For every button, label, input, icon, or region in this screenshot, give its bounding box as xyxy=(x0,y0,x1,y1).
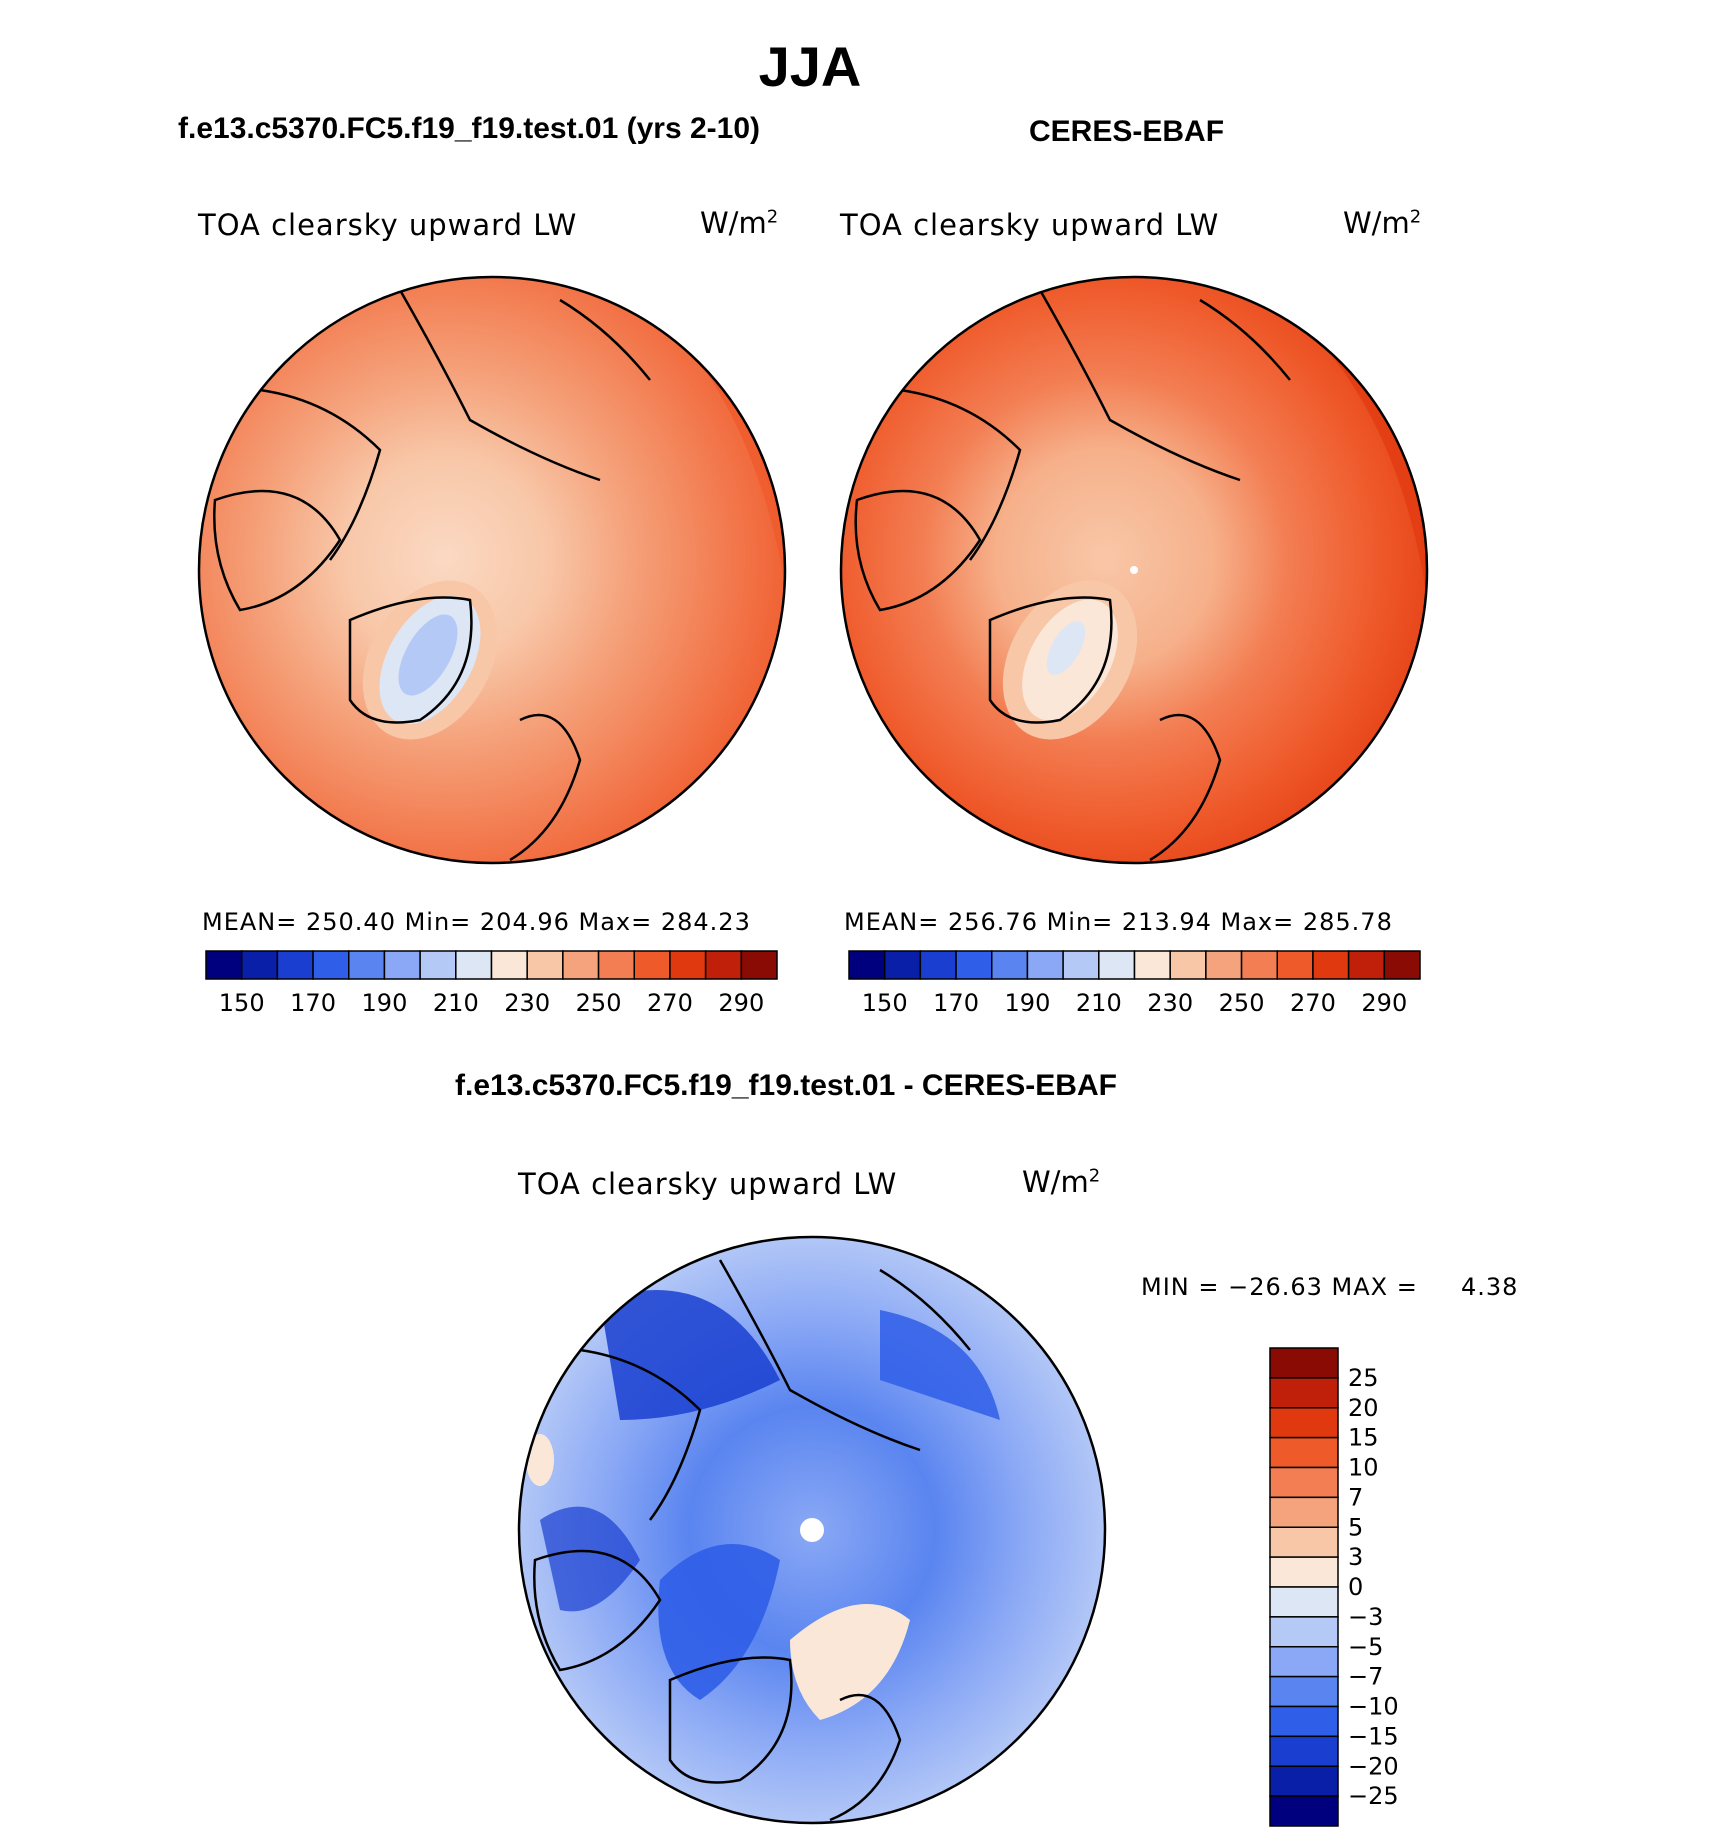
colorbar-swatch xyxy=(1269,1765,1339,1797)
colorbar-tick-label: −3 xyxy=(1348,1603,1383,1631)
colorbar-tick-label: 0 xyxy=(1348,1573,1363,1601)
model-colorbar: 150 170 190 210 230 250 270 290 xyxy=(205,950,778,1017)
model-field-label: TOA clearsky upward LW xyxy=(198,208,578,242)
colorbar-swatch xyxy=(383,950,421,980)
colorbar-tick-label: −25 xyxy=(1348,1782,1399,1810)
colorbar-tick-label: 5 xyxy=(1348,1513,1363,1541)
diff-units-label: W/m2 xyxy=(1022,1165,1101,1199)
obs-field-label: TOA clearsky upward LW xyxy=(840,208,1220,242)
colorbar-swatch xyxy=(1269,1616,1339,1648)
colorbar-swatch xyxy=(1098,950,1136,980)
colorbar-swatch xyxy=(991,950,1029,980)
model-stats: MEAN= 250.40 Min= 204.96 Max= 284.23 xyxy=(202,908,751,936)
colorbar-swatch xyxy=(348,950,386,980)
colorbar-swatch xyxy=(1269,1675,1339,1708)
diff-field-label: TOA clearsky upward LW xyxy=(518,1167,898,1201)
obs-units-label: W/m2 xyxy=(1343,206,1422,240)
colorbar-swatch xyxy=(597,950,635,980)
colorbar-swatch xyxy=(704,950,743,980)
colorbar-swatch xyxy=(490,950,528,980)
colorbar-tick-label: 270 xyxy=(647,989,693,1017)
colorbar-swatch xyxy=(1205,950,1243,980)
colorbar-tick-label: 230 xyxy=(1147,989,1193,1017)
colorbar-swatch xyxy=(240,950,279,980)
colorbar-tick-label: −15 xyxy=(1348,1722,1399,1750)
colorbar-swatch xyxy=(1269,1735,1339,1767)
model-panel-title: f.e13.c5370.FC5.f19_f19.test.01 (yrs 2-1… xyxy=(178,112,761,145)
colorbar-tick-label: 15 xyxy=(1348,1424,1379,1452)
colorbar-tick-label: 190 xyxy=(362,989,408,1017)
colorbar-tick-label: 20 xyxy=(1348,1394,1379,1422)
obs-polar-map xyxy=(839,275,1429,865)
colorbar-tick-label: −5 xyxy=(1348,1633,1383,1661)
colorbar-swatch xyxy=(562,950,600,980)
colorbar-swatch xyxy=(1269,1586,1339,1618)
colorbar-tick-label: 210 xyxy=(433,989,479,1017)
model-polar-map xyxy=(197,275,787,865)
colorbar-swatch xyxy=(1169,950,1207,980)
colorbar-swatch xyxy=(669,950,707,980)
colorbar-swatch xyxy=(455,950,493,980)
colorbar-swatch xyxy=(1269,1795,1339,1827)
colorbar-swatch xyxy=(1276,950,1314,980)
colorbar-tick-label: 290 xyxy=(718,989,764,1017)
colorbar-swatch xyxy=(1133,950,1171,980)
colorbar-swatch xyxy=(1383,950,1421,980)
colorbar-swatch xyxy=(1026,950,1064,980)
obs-stats: MEAN= 256.76 Min= 213.94 Max= 285.78 xyxy=(844,908,1393,936)
colorbar-tick-label: 150 xyxy=(862,989,908,1017)
colorbar-swatch xyxy=(1269,1377,1339,1409)
colorbar-swatch xyxy=(955,950,993,980)
colorbar-swatch xyxy=(205,950,243,980)
colorbar-swatch xyxy=(419,950,457,980)
colorbar-swatch xyxy=(1269,1526,1339,1558)
colorbar-swatch xyxy=(1240,950,1278,980)
colorbar-swatch xyxy=(1347,950,1386,980)
colorbar-tick-label: 25 xyxy=(1348,1364,1379,1392)
colorbar-swatch xyxy=(1269,1436,1339,1469)
colorbar-swatch xyxy=(1312,950,1350,980)
colorbar-swatch xyxy=(276,950,314,980)
colorbar-tick-label: −7 xyxy=(1348,1663,1383,1691)
colorbar-tick-label: 230 xyxy=(504,989,550,1017)
season-title: JJA xyxy=(758,35,862,98)
obs-panel-title: CERES-EBAF xyxy=(1029,115,1225,148)
colorbar-tick-label: 250 xyxy=(576,989,622,1017)
colorbar-swatch xyxy=(312,950,350,980)
colorbar-tick-label: 10 xyxy=(1348,1454,1379,1482)
colorbar-tick-label: 3 xyxy=(1348,1543,1363,1571)
colorbar-tick-label: 150 xyxy=(219,989,265,1017)
obs-colorbar: 150 170 190 210 230 250 270 290 xyxy=(848,950,1421,1017)
colorbar-tick-label: 290 xyxy=(1361,989,1407,1017)
colorbar-tick-label: 170 xyxy=(933,989,979,1017)
colorbar-tick-label: 170 xyxy=(290,989,336,1017)
colorbar-tick-label: 210 xyxy=(1076,989,1122,1017)
colorbar-swatch xyxy=(1269,1496,1339,1528)
colorbar-tick-label: 190 xyxy=(1005,989,1051,1017)
colorbar-swatch xyxy=(633,950,671,980)
colorbar-swatch xyxy=(1269,1646,1339,1678)
colorbar-tick-label: −10 xyxy=(1348,1693,1399,1721)
colorbar-swatch xyxy=(1269,1705,1339,1738)
colorbar-swatch xyxy=(848,950,886,980)
colorbar-swatch xyxy=(1269,1407,1339,1439)
colorbar-tick-label: 7 xyxy=(1348,1483,1363,1511)
colorbar-tick-label: 270 xyxy=(1290,989,1336,1017)
colorbar-swatch xyxy=(740,950,778,980)
diff-panel-title: f.e13.c5370.FC5.f19_f19.test.01 - CERES-… xyxy=(455,1069,1117,1102)
diff-stats: MIN = −26.63 MAX = 4.38 xyxy=(1141,1273,1519,1301)
colorbar-swatch xyxy=(526,950,564,980)
colorbar-tick-label: −20 xyxy=(1348,1752,1399,1780)
diff-polar-map xyxy=(517,1235,1107,1825)
colorbar-swatch xyxy=(1269,1556,1339,1588)
colorbar-swatch xyxy=(919,950,957,980)
model-units-label: W/m2 xyxy=(700,206,779,240)
colorbar-swatch xyxy=(883,950,922,980)
colorbar-tick-label: 250 xyxy=(1219,989,1265,1017)
colorbar-swatch xyxy=(1062,950,1100,980)
colorbar-swatch xyxy=(1269,1466,1339,1499)
colorbar-swatch xyxy=(1269,1347,1339,1379)
